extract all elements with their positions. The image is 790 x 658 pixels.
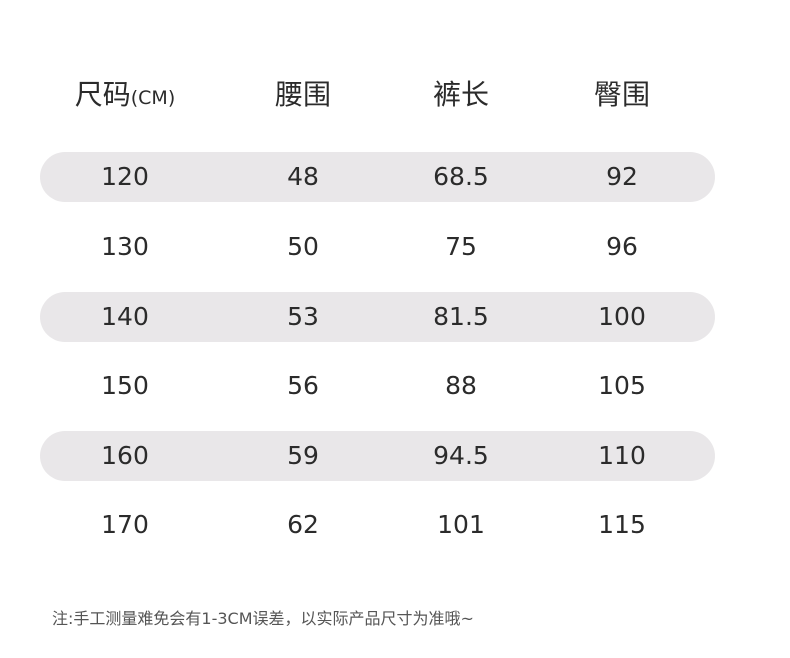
table-cell: 88 <box>445 371 477 400</box>
table-cell: 100 <box>598 302 646 331</box>
table-cell: 75 <box>445 232 477 261</box>
measurement-note: 注:手工测量难免会有1-3CM误差，以实际产品尺寸为准哦~ <box>52 609 474 628</box>
table-cell: 56 <box>287 371 319 400</box>
table-cell: 101 <box>437 510 485 539</box>
table-row: 140 53 81.5 100 <box>40 292 715 342</box>
table-cell: 170 <box>101 510 149 539</box>
table-row: 130 50 75 96 <box>40 222 715 272</box>
table-cell: 68.5 <box>433 162 489 191</box>
table-cell: 59 <box>287 441 319 470</box>
table-row: 120 48 68.5 92 <box>40 152 715 202</box>
table-cell: 105 <box>598 371 646 400</box>
header-size-unit: (CM) <box>130 87 176 109</box>
table-cell: 81.5 <box>433 302 489 331</box>
table-cell: 120 <box>101 162 149 191</box>
table-cell: 115 <box>598 510 646 539</box>
table-cell: 94.5 <box>433 441 489 470</box>
header-waist: 腰围 <box>274 78 331 111</box>
header-length: 裤长 <box>432 78 489 111</box>
table-row: 150 56 88 105 <box>40 361 715 411</box>
table-cell: 160 <box>101 441 149 470</box>
table-cell: 92 <box>606 162 638 191</box>
header-hip: 臀围 <box>593 78 650 111</box>
table-cell: 140 <box>101 302 149 331</box>
table-cell: 96 <box>606 232 638 261</box>
header-size: 尺码(CM) <box>35 72 215 118</box>
table-cell: 110 <box>598 441 646 470</box>
table-cell: 53 <box>287 302 319 331</box>
header-size-label: 尺码 <box>74 78 131 111</box>
table-cell: 62 <box>287 510 319 539</box>
table-cell: 48 <box>287 162 319 191</box>
table-cell: 150 <box>101 371 149 400</box>
table-row: 170 62 101 115 <box>40 500 715 550</box>
table-cell: 130 <box>101 232 149 261</box>
table-cell: 50 <box>287 232 319 261</box>
table-row: 160 59 94.5 110 <box>40 431 715 481</box>
